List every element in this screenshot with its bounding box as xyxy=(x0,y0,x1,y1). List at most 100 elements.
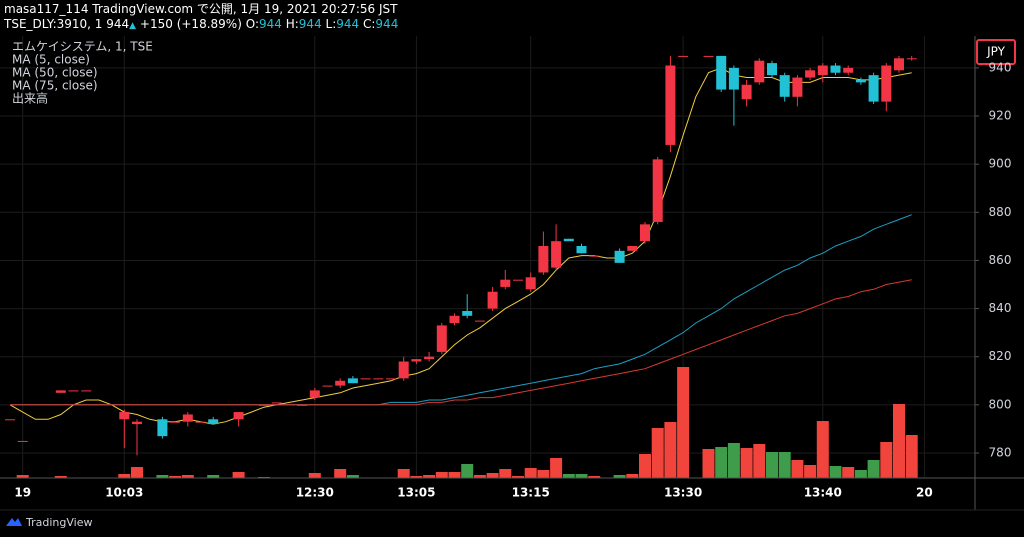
volume-bar xyxy=(448,472,461,478)
h-label: H: xyxy=(285,17,299,31)
candle-body xyxy=(830,65,841,73)
candle-body xyxy=(81,390,92,392)
symbol: TSE_DLY:3910, 1 944 xyxy=(4,17,130,31)
plot xyxy=(0,36,975,478)
candle-body xyxy=(500,279,511,287)
volume-bar xyxy=(562,474,575,478)
volume-bar xyxy=(486,473,499,478)
volume-bar xyxy=(829,466,842,478)
volume-bar xyxy=(169,476,182,478)
x-tick-label: 20 xyxy=(916,486,933,500)
candle-body xyxy=(271,402,282,404)
legend-ma50: MA (50, close) xyxy=(12,66,98,80)
candle-body xyxy=(119,412,130,420)
volume-bar xyxy=(740,448,753,478)
candle-body xyxy=(462,310,473,316)
volume-bar xyxy=(588,476,601,478)
currency: JPY xyxy=(986,45,1006,59)
candle-body xyxy=(576,246,587,254)
candle-body xyxy=(728,67,739,90)
candle-body xyxy=(157,419,168,437)
volume-bar xyxy=(893,404,905,478)
x-tick-label: 10:03 xyxy=(105,486,143,500)
volume-bar xyxy=(118,474,131,478)
candle-body xyxy=(525,277,536,290)
candle-body xyxy=(589,255,600,257)
ma-line xyxy=(10,279,912,406)
candle-body xyxy=(614,250,625,263)
volume-bar xyxy=(791,460,804,478)
volume-bar xyxy=(524,468,537,478)
candle-body xyxy=(309,390,320,398)
candle-body xyxy=(322,385,333,387)
c-label: C: xyxy=(363,17,376,31)
candle-body xyxy=(424,356,435,360)
volume-bar xyxy=(16,475,29,478)
candle-body xyxy=(703,55,714,57)
candle-body xyxy=(868,75,879,102)
volume-bar xyxy=(423,475,436,478)
volume-bar xyxy=(207,475,220,478)
legend-ma75: MA (75, close) xyxy=(12,79,98,93)
candle-body xyxy=(360,378,371,380)
l-value: 944 xyxy=(336,17,360,31)
y-tick-label: 920 xyxy=(989,109,1012,123)
change-arrow: ▲ xyxy=(129,21,137,31)
candle-body xyxy=(538,246,549,273)
o-value: 944 xyxy=(258,17,282,31)
candle-body xyxy=(779,75,790,97)
volume-bar xyxy=(537,470,550,478)
volume-bar xyxy=(410,476,423,478)
volume-bar xyxy=(880,442,893,478)
volume-bar xyxy=(778,452,791,478)
volume-bar xyxy=(397,469,410,478)
candle-body xyxy=(17,440,28,442)
volume-bar xyxy=(702,449,715,478)
h-value: 944 xyxy=(298,17,322,31)
volume-bar xyxy=(156,475,169,478)
candle-body xyxy=(474,320,485,322)
volume-bar xyxy=(54,476,67,478)
candle-body xyxy=(68,390,79,392)
logo-icon xyxy=(6,518,22,526)
candle-body xyxy=(436,325,447,352)
y-tick-label: 860 xyxy=(989,253,1012,267)
candle-body xyxy=(843,67,854,73)
candle-body xyxy=(640,224,650,242)
candle-body xyxy=(716,55,727,90)
legend-ma5: MA (5, close) xyxy=(12,53,90,67)
candle-body xyxy=(881,65,892,102)
x-tick-label: 12:30 xyxy=(296,486,334,500)
volume-bar xyxy=(334,469,347,478)
volume-bar xyxy=(905,435,918,478)
x-tick-label: 13:05 xyxy=(397,486,435,500)
volume-bar xyxy=(867,460,880,478)
y-tick-label: 800 xyxy=(989,397,1012,411)
c-value: 944 xyxy=(375,17,399,31)
y-tick-label: 820 xyxy=(989,349,1012,363)
volume-bar xyxy=(575,474,588,478)
candle-body xyxy=(817,65,828,76)
currency-box xyxy=(976,39,1016,65)
volume-bar xyxy=(816,421,829,478)
candle-body xyxy=(678,55,689,57)
volume-bar xyxy=(131,467,143,478)
volume-bar xyxy=(753,444,766,478)
volume-bar xyxy=(715,447,728,478)
volume-bar xyxy=(766,452,778,478)
volume-bar xyxy=(727,443,740,478)
candle-body xyxy=(386,378,396,380)
o-label: O: xyxy=(245,17,259,31)
volume-bar xyxy=(651,428,664,478)
candle-body xyxy=(411,359,422,362)
l-label: L: xyxy=(325,17,337,31)
volume-bar xyxy=(639,454,651,478)
volume-bar xyxy=(308,473,321,478)
y-tick-label: 780 xyxy=(989,445,1012,459)
candle-body xyxy=(513,279,523,281)
candle-body xyxy=(132,421,142,425)
candle-body xyxy=(449,315,460,324)
candle-body xyxy=(894,58,904,71)
